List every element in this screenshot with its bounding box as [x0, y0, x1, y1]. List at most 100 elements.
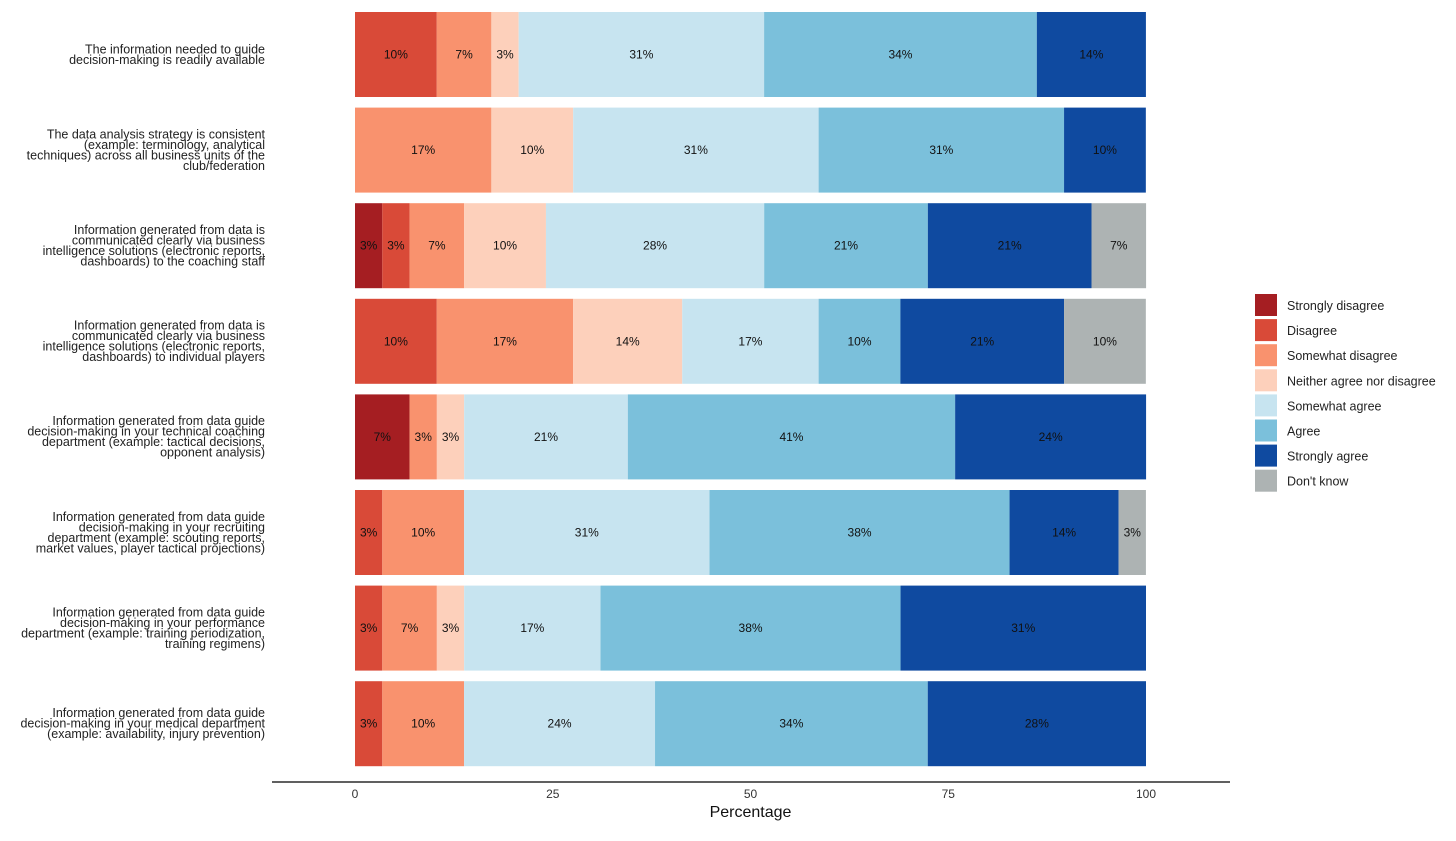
data-label: 34% — [779, 717, 803, 731]
data-label: 3% — [415, 430, 433, 444]
data-label: 21% — [970, 334, 994, 348]
category-label-line: decision-making is readily available — [69, 53, 265, 67]
category-label-line: Information generated from data guide — [52, 414, 265, 428]
data-label: 31% — [1011, 621, 1035, 635]
category-label-line: club/federation — [183, 159, 265, 173]
data-label: 17% — [493, 334, 517, 348]
bar-segment — [900, 585, 1146, 671]
data-label: 3% — [360, 526, 378, 540]
category-label-line: communicated clearly via business — [72, 233, 265, 247]
bar-segment — [764, 203, 928, 289]
legend-swatch — [1255, 469, 1277, 492]
category-label-line: The data analysis strategy is consistent — [47, 127, 266, 141]
data-label: 7% — [1110, 239, 1128, 253]
data-label: 24% — [548, 717, 572, 731]
legend-swatch — [1255, 319, 1277, 342]
data-label: 17% — [520, 621, 544, 635]
category-label-line: communicated clearly via business — [72, 329, 265, 343]
data-label: 31% — [684, 143, 708, 157]
bar-segment — [709, 490, 1010, 575]
category-label-line: dashboards) to individual players — [82, 350, 265, 364]
bar-segment — [1064, 298, 1146, 384]
x-axis-title: Percentage — [710, 804, 792, 821]
data-label: 7% — [401, 621, 419, 635]
bar-segment — [927, 203, 1092, 289]
data-label: 31% — [575, 526, 599, 540]
data-label: 28% — [643, 239, 667, 253]
bar-segment — [382, 490, 465, 575]
category-label-line: opponent analysis) — [160, 446, 265, 460]
bar-segment — [818, 107, 1065, 193]
bar-segment — [382, 203, 410, 289]
data-label: 10% — [384, 48, 408, 62]
legend-label: Strongly agree — [1287, 450, 1368, 464]
x-tick-label: 0 — [352, 787, 359, 801]
category-label-line: department (example: tactical decisions, — [42, 435, 265, 449]
bar-segment — [355, 107, 492, 193]
legend-swatch — [1255, 294, 1277, 316]
category-label-line: (example: availability, injury preventio… — [47, 727, 265, 741]
category-label-line: decision-making in your medical departme… — [20, 717, 265, 731]
category-label: Information generated from data guide dec… — [21, 605, 265, 651]
category-label-line: Information generated from data is — [74, 319, 265, 333]
data-label: 10% — [411, 526, 435, 540]
category-label: Information generated from data guide dec… — [36, 510, 265, 556]
bar-segment — [1064, 107, 1146, 193]
data-label: 10% — [847, 334, 871, 348]
data-label: 28% — [1025, 717, 1049, 731]
data-label: 34% — [888, 48, 912, 62]
data-label: 14% — [1052, 526, 1076, 540]
data-label: 3% — [1124, 526, 1142, 540]
bar-segment — [491, 12, 519, 97]
category-label-line: decision-making in your recruiting — [79, 520, 265, 534]
bar-segment — [464, 681, 656, 767]
bar-segment — [382, 681, 465, 767]
bar-segment — [573, 298, 683, 384]
data-label: 17% — [738, 334, 762, 348]
bar-segment — [355, 12, 437, 97]
bar-segment — [1118, 490, 1146, 575]
data-label: 3% — [387, 239, 405, 253]
bar-segment — [818, 298, 901, 384]
data-label: 7% — [374, 430, 392, 444]
bar-segment — [1091, 203, 1147, 289]
legend-label: Somewhat agree — [1287, 399, 1382, 413]
bar-segment — [491, 107, 574, 193]
bar-segment — [464, 394, 628, 480]
data-label: 17% — [411, 143, 435, 157]
bar-segment — [436, 585, 465, 671]
legend-label: Disagree — [1287, 324, 1337, 338]
category-label-line: Information generated from data guide — [52, 605, 265, 619]
data-label: 24% — [1039, 430, 1063, 444]
category-label: Information generated from data is commun… — [43, 223, 266, 269]
legend-swatch — [1255, 419, 1277, 442]
data-label: 21% — [834, 239, 858, 253]
bar-segment — [436, 394, 465, 480]
x-tick-label: 50 — [744, 787, 758, 801]
category-label: Information generated from data is commun… — [43, 319, 265, 365]
legend-label: Don't know — [1287, 475, 1349, 489]
legend-swatch — [1255, 344, 1277, 367]
data-label: 21% — [534, 430, 558, 444]
data-label: 3% — [360, 621, 378, 635]
data-label: 3% — [360, 717, 378, 731]
legend-label: Somewhat disagree — [1287, 349, 1398, 363]
data-label: 14% — [1079, 48, 1103, 62]
data-label: 10% — [1093, 143, 1117, 157]
data-label: 10% — [411, 717, 435, 731]
data-label: 10% — [1093, 334, 1117, 348]
bar-segment — [355, 203, 383, 289]
category-label-line: (example: terminology, analytical — [84, 138, 265, 152]
data-label: 3% — [496, 48, 514, 62]
data-label: 10% — [384, 334, 408, 348]
bar-segment — [655, 681, 928, 767]
legend-label: Neither agree nor disagree — [1287, 374, 1436, 388]
data-label: 38% — [739, 621, 763, 635]
category-label: The information needed to guide decision-… — [69, 42, 265, 67]
data-label: 41% — [779, 430, 803, 444]
data-label: 10% — [520, 143, 544, 157]
data-label: 31% — [929, 143, 953, 157]
bar-segment — [464, 585, 601, 671]
